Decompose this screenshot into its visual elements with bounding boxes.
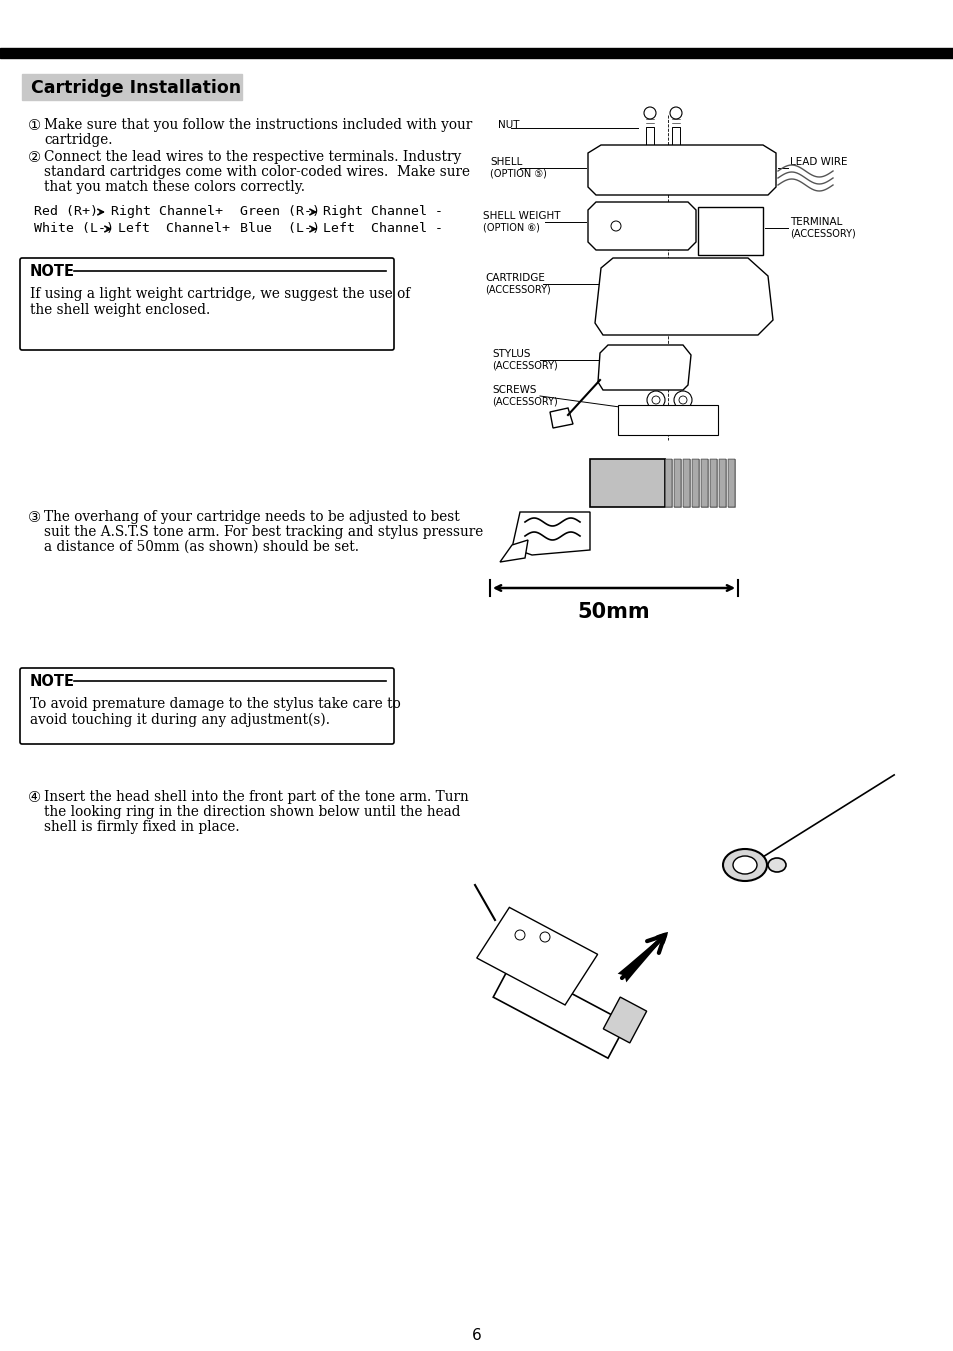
- Bar: [589, 459, 664, 507]
- Polygon shape: [587, 145, 775, 195]
- Bar: [682, 459, 689, 507]
- Text: SHELL: SHELL: [490, 157, 522, 168]
- FancyBboxPatch shape: [20, 258, 394, 350]
- Text: 6: 6: [472, 1328, 481, 1343]
- Ellipse shape: [722, 848, 766, 881]
- Bar: [719, 459, 725, 507]
- Bar: [664, 459, 671, 507]
- Ellipse shape: [767, 858, 785, 871]
- Text: a distance of 50mm (as shown) should be set.: a distance of 50mm (as shown) should be …: [44, 540, 358, 554]
- Circle shape: [673, 390, 691, 409]
- Text: Insert the head shell into the front part of the tone arm. Turn: Insert the head shell into the front par…: [44, 790, 468, 804]
- Text: Right Channel -: Right Channel -: [323, 205, 442, 218]
- Text: Make sure that you follow the instructions included with your: Make sure that you follow the instructio…: [44, 118, 472, 132]
- Bar: [604, 484, 635, 494]
- FancyBboxPatch shape: [20, 667, 394, 744]
- Bar: [645, 127, 654, 149]
- Circle shape: [651, 396, 659, 404]
- Text: (ACCESSORY): (ACCESSORY): [492, 397, 558, 407]
- Text: NUT: NUT: [497, 120, 519, 130]
- Text: (ACCESSORY): (ACCESSORY): [789, 230, 855, 239]
- Text: Cartridge Installation: Cartridge Installation: [30, 78, 241, 97]
- Text: Connect the lead wires to the respective terminals. Industry: Connect the lead wires to the respective…: [44, 150, 460, 163]
- Bar: [700, 459, 707, 507]
- Circle shape: [515, 929, 524, 940]
- Text: SCREWS: SCREWS: [492, 385, 536, 394]
- Circle shape: [610, 222, 620, 231]
- Text: LEAD WIRE: LEAD WIRE: [789, 157, 846, 168]
- Circle shape: [679, 396, 686, 404]
- Polygon shape: [499, 540, 527, 562]
- Text: (OPTION ⑤): (OPTION ⑤): [490, 169, 546, 178]
- Bar: [673, 459, 680, 507]
- Text: cartridge.: cartridge.: [44, 132, 112, 147]
- Circle shape: [669, 107, 681, 119]
- Text: avoid touching it during any adjustment(s).: avoid touching it during any adjustment(…: [30, 713, 330, 727]
- Text: CARTRIDGE: CARTRIDGE: [484, 273, 544, 282]
- Bar: [727, 459, 734, 507]
- Text: The overhang of your cartridge needs to be adjusted to best: The overhang of your cartridge needs to …: [44, 509, 459, 524]
- Text: 50mm: 50mm: [578, 603, 650, 621]
- Text: To avoid premature damage to the stylus take care to: To avoid premature damage to the stylus …: [30, 697, 400, 711]
- Polygon shape: [512, 512, 589, 555]
- Circle shape: [539, 932, 550, 942]
- Text: TERMINAL: TERMINAL: [789, 218, 841, 227]
- Bar: [618, 405, 718, 435]
- Bar: [682, 459, 689, 507]
- Bar: [719, 459, 725, 507]
- Text: ①: ①: [28, 118, 41, 132]
- Polygon shape: [550, 408, 573, 428]
- Bar: [664, 459, 671, 507]
- Text: standard cartridges come with color-coded wires.  Make sure: standard cartridges come with color-code…: [44, 165, 470, 178]
- Text: White (L-): White (L-): [34, 222, 113, 235]
- Text: that you match these colors correctly.: that you match these colors correctly.: [44, 180, 305, 195]
- Text: suit the A.S.T.S tone arm. For best tracking and stylus pressure: suit the A.S.T.S tone arm. For best trac…: [44, 526, 483, 539]
- Polygon shape: [493, 962, 626, 1058]
- Bar: [709, 459, 717, 507]
- Polygon shape: [476, 908, 597, 1005]
- Text: Blue  (L-): Blue (L-): [240, 222, 319, 235]
- Text: (ACCESSORY): (ACCESSORY): [492, 361, 558, 372]
- Polygon shape: [595, 258, 772, 335]
- Text: ②: ②: [28, 150, 41, 165]
- Bar: [698, 207, 762, 255]
- Polygon shape: [598, 345, 690, 390]
- Text: (ACCESSORY): (ACCESSORY): [484, 285, 550, 295]
- Bar: [671, 127, 679, 149]
- Text: the shell weight enclosed.: the shell weight enclosed.: [30, 303, 210, 317]
- Text: shell is firmly fixed in place.: shell is firmly fixed in place.: [44, 820, 239, 834]
- Bar: [700, 459, 707, 507]
- Polygon shape: [587, 203, 696, 250]
- Bar: [0, 49, 953, 58]
- Bar: [22, 74, 242, 100]
- Text: If using a light weight cartridge, we suggest the use of: If using a light weight cartridge, we su…: [30, 286, 410, 301]
- Circle shape: [643, 107, 656, 119]
- Bar: [691, 459, 699, 507]
- Text: STYLUS: STYLUS: [492, 349, 530, 359]
- Text: Right Channel+: Right Channel+: [111, 205, 223, 218]
- Text: SHELL WEIGHT: SHELL WEIGHT: [482, 211, 560, 222]
- Text: Green (R-): Green (R-): [240, 205, 319, 218]
- Bar: [691, 459, 699, 507]
- Text: Red (R+): Red (R+): [34, 205, 98, 218]
- Text: the looking ring in the direction shown below until the head: the looking ring in the direction shown …: [44, 805, 460, 819]
- Ellipse shape: [732, 857, 757, 874]
- Bar: [727, 459, 734, 507]
- Text: NOTE: NOTE: [30, 674, 75, 689]
- Text: Left  Channel -: Left Channel -: [323, 222, 442, 235]
- Text: (OPTION ⑥): (OPTION ⑥): [482, 223, 539, 232]
- Text: ③: ③: [28, 509, 41, 526]
- Text: ④: ④: [28, 790, 41, 805]
- Circle shape: [646, 390, 664, 409]
- Bar: [673, 459, 680, 507]
- Bar: [709, 459, 717, 507]
- Polygon shape: [602, 997, 646, 1043]
- Text: Left  Channel+: Left Channel+: [118, 222, 230, 235]
- Text: NOTE: NOTE: [30, 263, 75, 280]
